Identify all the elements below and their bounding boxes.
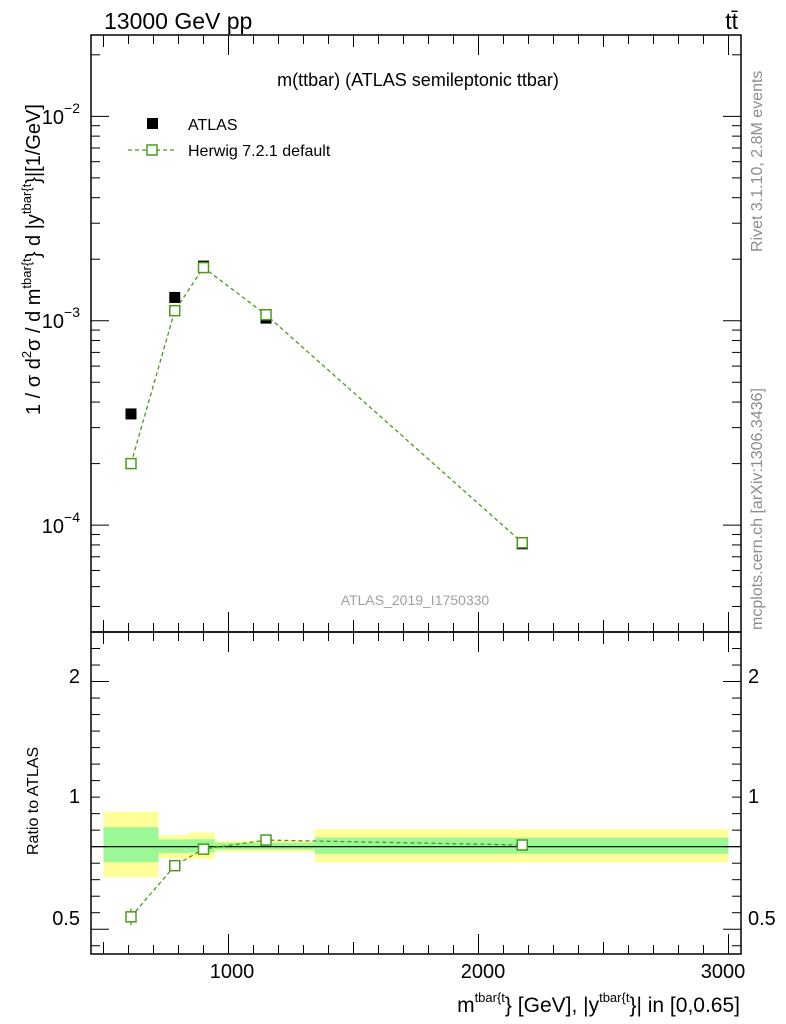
ratio-y-axis-label: Ratio to ATLAS xyxy=(25,747,42,855)
main-ticks xyxy=(91,35,741,633)
ratio-markers xyxy=(125,834,528,926)
ratio-herwig-point xyxy=(169,859,181,872)
watermark: ATLAS_2019_I1750330 xyxy=(341,592,490,608)
ratio-y-tick-label-2: 2 xyxy=(69,666,80,688)
x-tick-label-3000: 3000 xyxy=(701,961,746,983)
legend-label-atlas: ATLAS xyxy=(188,117,238,134)
ratio-bands xyxy=(91,811,741,878)
ratio-y-tick-label-0-5: 0.5 xyxy=(52,908,80,930)
herwig-point xyxy=(169,304,181,317)
legend-label-herwig: Herwig 7.2.1 default xyxy=(188,143,331,160)
ratio-y-tick-label-1: 1 xyxy=(69,786,80,808)
main-panel: 10−4 10−3 10−2 1 / σ d2σ / d mtbar{t} d … xyxy=(19,34,742,633)
main-markers xyxy=(125,260,528,550)
y-tick-label-1e-4: 10−4 xyxy=(42,509,80,538)
herwig-point xyxy=(516,536,528,549)
chart-title: m(ttbar) (ATLAS semileptonic ttbar) xyxy=(277,70,559,90)
legend-marker-herwig xyxy=(146,144,158,156)
atlas-point xyxy=(125,408,137,420)
ratio-ticks xyxy=(91,632,741,954)
ratio-herwig-point xyxy=(516,839,528,851)
main-y-axis-label: 1 / σ d2σ / d mtbar{t} d |ytbar{t}|[1/Ge… xyxy=(19,104,45,415)
y-tick-label-1e-2: 10−2 xyxy=(42,100,80,129)
x-axis-label: mtbar{t} [GeV], |ytbar{t}| in [0,0.65] xyxy=(457,990,740,1017)
process-label: tt̄ xyxy=(725,8,738,34)
energy-label: 13000 GeV pp xyxy=(104,8,252,34)
ratio-y-tick-label-right-0-5: 0.5 xyxy=(748,908,776,930)
ratio-herwig-point xyxy=(260,834,272,846)
legend: ATLAS Herwig 7.2.1 default xyxy=(128,117,331,160)
y-tick-label-1e-3: 10−3 xyxy=(42,304,80,333)
legend-marker-atlas xyxy=(147,118,158,129)
x-tick-label-1000: 1000 xyxy=(210,961,255,983)
ratio-frame xyxy=(90,631,742,955)
y-tick-exp-1e-3: −3 xyxy=(64,304,80,320)
ratio-band-inner xyxy=(103,827,159,863)
herwig-point xyxy=(260,308,272,321)
ratio-y-tick-label-right-2: 2 xyxy=(748,666,759,688)
rivet-label: Rivet 3.1.10, 2.8M events xyxy=(749,71,766,252)
x-tick-label-2000: 2000 xyxy=(461,961,506,983)
atlas-point xyxy=(169,291,181,303)
herwig-curve xyxy=(130,266,523,544)
ratio-herwig-point xyxy=(197,843,210,855)
ratio-panel: 2 1 0.5 2 1 0.5 Ratio to ATLAS 1000 2000… xyxy=(25,631,776,1017)
ratio-herwig-point xyxy=(125,911,137,923)
y-tick-exp-1e-2: −2 xyxy=(64,100,80,116)
y-tick-exp-1e-4: −4 xyxy=(64,509,80,525)
herwig-point xyxy=(125,457,137,470)
mcplots-label: mcplots.cern.ch [arXiv:1306.3436] xyxy=(749,388,766,630)
herwig-point xyxy=(197,261,210,274)
ratio-y-tick-label-right-1: 1 xyxy=(748,786,759,808)
